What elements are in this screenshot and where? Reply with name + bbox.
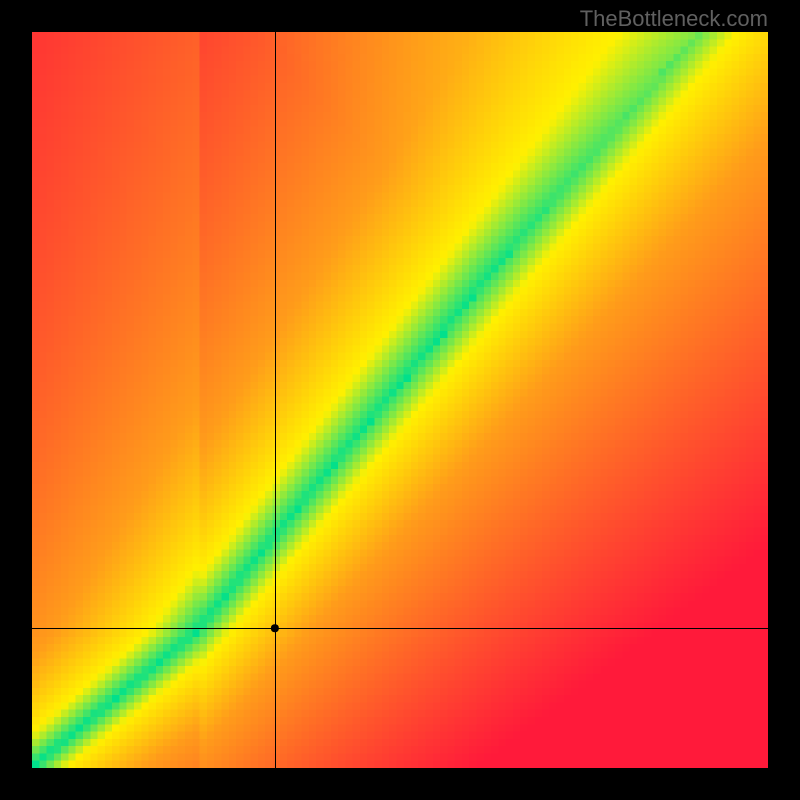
crosshair-overlay [32,32,768,768]
watermark-text: TheBottleneck.com [580,6,768,32]
